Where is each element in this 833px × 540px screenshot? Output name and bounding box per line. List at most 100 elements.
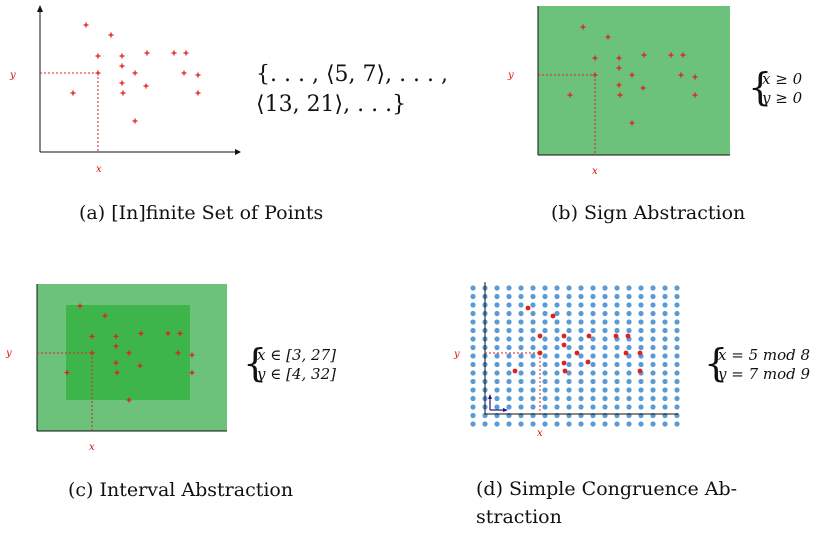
data-point-1 xyxy=(102,313,108,319)
lattice-dot xyxy=(494,378,500,385)
lattice-dot xyxy=(626,421,632,427)
lattice-dot xyxy=(506,378,512,385)
panel-c-y-label: y xyxy=(5,348,12,359)
data-point-4 xyxy=(138,330,144,336)
lattice-dot xyxy=(578,310,584,317)
lattice-dot xyxy=(542,370,548,376)
lattice-dot xyxy=(566,378,572,385)
data-point-5 xyxy=(613,333,619,339)
lattice-dot xyxy=(650,404,656,410)
left-brace-icon: { xyxy=(704,341,729,385)
interval-constraint-y: y ∈ [4, 32] xyxy=(257,365,336,383)
lattice-dot xyxy=(614,421,620,427)
lattice-dot xyxy=(554,353,560,359)
lattice-dot xyxy=(470,310,476,317)
lattice-dot xyxy=(506,404,512,410)
panel-d: x y { x = 5 mod 8 y = 7 mod 9 (d) Simple… xyxy=(430,270,833,540)
data-point-16 xyxy=(189,370,195,376)
lattice-dot xyxy=(518,285,524,291)
data-point-9 xyxy=(629,72,635,78)
lattice-dot xyxy=(602,293,608,300)
sign-constraint-y: y ≥ 0 xyxy=(762,89,803,107)
lattice-dot xyxy=(662,361,668,368)
lattice-dot xyxy=(542,344,548,351)
lattice-dot xyxy=(590,336,596,342)
lattice-dot xyxy=(518,293,524,300)
lattice-dot xyxy=(566,404,572,410)
lattice-dot xyxy=(518,344,524,351)
lattice-dot xyxy=(566,285,572,291)
lattice-dot xyxy=(578,327,584,334)
lattice-dot xyxy=(554,293,560,300)
data-point-6 xyxy=(680,52,686,58)
panel-a-x-label: x xyxy=(96,164,102,175)
lattice-dot xyxy=(566,293,572,300)
data-point-3 xyxy=(616,55,622,61)
lattice-dot xyxy=(566,361,572,368)
lattice-dot xyxy=(554,327,560,334)
lattice-dot xyxy=(554,285,560,291)
lattice-dot xyxy=(638,293,644,300)
lattice-dot xyxy=(470,395,476,402)
lattice-dot xyxy=(554,319,560,325)
lattice-dot xyxy=(578,370,584,376)
data-point-9 xyxy=(132,70,138,76)
lattice-dot xyxy=(542,310,548,317)
lattice-dot xyxy=(566,344,572,351)
lattice-dot xyxy=(614,302,620,308)
lattice-dot xyxy=(602,344,608,351)
lattice-dot xyxy=(506,285,512,291)
lattice-dot xyxy=(506,387,512,393)
data-point-17 xyxy=(132,118,138,124)
lattice-dot xyxy=(578,361,584,368)
lattice-dot xyxy=(626,319,632,325)
lattice-dot xyxy=(650,310,656,317)
lattice-dot xyxy=(662,319,668,325)
data-point-7 xyxy=(592,72,598,78)
lattice-dot xyxy=(638,327,644,334)
lattice-dot xyxy=(662,310,668,317)
lattice-dot xyxy=(650,327,656,334)
lattice-dot xyxy=(626,285,632,291)
lattice-dot xyxy=(590,353,596,359)
lattice-dot xyxy=(602,387,608,393)
lattice-dot xyxy=(626,361,632,368)
lattice-dot xyxy=(578,404,584,410)
lattice-dot xyxy=(542,319,548,325)
data-point-11 xyxy=(189,352,195,358)
lattice-dot xyxy=(506,310,512,317)
lattice-dot xyxy=(650,370,656,376)
data-point-11 xyxy=(637,350,643,356)
data-point-4 xyxy=(586,333,592,339)
lattice-dot xyxy=(518,387,524,393)
interval-constraints: { x ∈ [3, 27] y ∈ [4, 32] xyxy=(243,342,383,390)
lattice-dot xyxy=(470,412,476,419)
lattice-dot xyxy=(602,310,608,317)
lattice-dot xyxy=(626,404,632,410)
lattice-dot xyxy=(506,319,512,325)
lattice-dot xyxy=(602,336,608,342)
lattice-dot xyxy=(530,310,536,317)
lattice-dot xyxy=(602,421,608,427)
lattice-dot xyxy=(650,336,656,342)
lattice-dot xyxy=(506,344,512,351)
data-point-1 xyxy=(550,313,556,319)
lattice-dot xyxy=(518,319,524,325)
lattice-dot xyxy=(626,327,632,334)
lattice-dot xyxy=(614,319,620,325)
data-point-17 xyxy=(629,120,635,126)
lattice-dot xyxy=(662,370,668,376)
lattice-dot xyxy=(566,387,572,393)
data-point-13 xyxy=(561,360,567,366)
lattice-dot xyxy=(674,336,680,342)
lattice-dot xyxy=(650,344,656,351)
lattice-dot xyxy=(662,395,668,402)
lattice-dot xyxy=(530,302,536,308)
lattice-dot xyxy=(530,387,536,393)
lattice-dot xyxy=(662,285,668,291)
lattice-dot xyxy=(590,293,596,300)
sign-region xyxy=(538,6,730,155)
lattice-dot xyxy=(530,344,536,351)
lattice-dot xyxy=(638,302,644,308)
lattice-dot xyxy=(578,387,584,393)
